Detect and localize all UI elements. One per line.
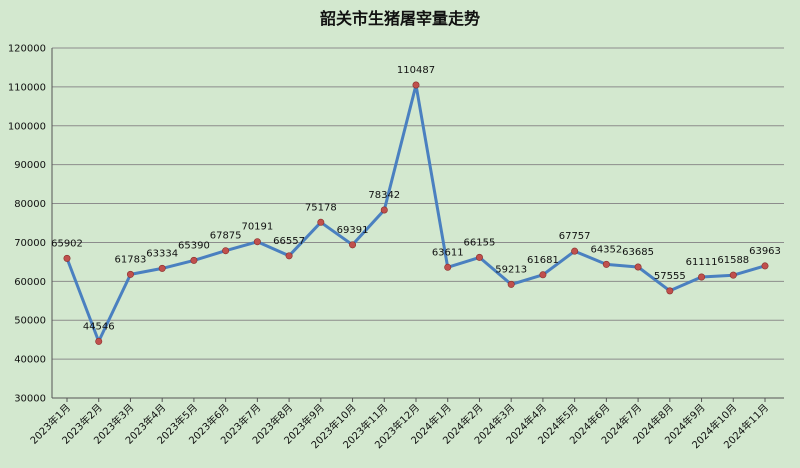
data-point xyxy=(222,247,230,255)
data-label: 110487 xyxy=(397,65,435,76)
y-tick-label: 60000 xyxy=(14,277,46,288)
data-point xyxy=(380,206,388,214)
data-label: 66557 xyxy=(273,236,305,247)
chart-title: 韶关市生猪屠宰量走势 xyxy=(320,9,480,28)
data-label: 64352 xyxy=(590,244,622,255)
data-label: 66155 xyxy=(464,237,496,248)
data-label: 61588 xyxy=(717,255,749,266)
data-label: 61681 xyxy=(527,255,559,266)
data-label: 78342 xyxy=(368,190,400,201)
data-point xyxy=(475,253,483,261)
data-point xyxy=(761,262,769,270)
data-point xyxy=(63,254,71,262)
y-tick-label: 100000 xyxy=(8,121,46,132)
data-point xyxy=(317,218,325,226)
data-point xyxy=(507,280,515,288)
data-label: 44546 xyxy=(83,321,115,332)
data-point xyxy=(729,271,737,279)
y-tick-labels: 30000 40000 50000 60000 70000 80000 90000 10000… xyxy=(8,44,46,405)
data-label: 61783 xyxy=(115,254,147,265)
data-label: 63963 xyxy=(749,246,781,257)
data-label: 61111 xyxy=(686,257,718,268)
axes xyxy=(51,48,784,402)
data-label: 65902 xyxy=(51,238,83,249)
data-label: 70191 xyxy=(241,222,273,233)
data-point xyxy=(126,270,134,278)
y-tick-label: 110000 xyxy=(8,82,46,93)
data-point xyxy=(412,81,420,89)
data-label: 75178 xyxy=(305,202,337,213)
series-line-path xyxy=(65,83,766,343)
data-label: 65390 xyxy=(178,240,210,251)
data-point xyxy=(602,260,610,268)
data-point xyxy=(95,337,103,345)
data-label: 63685 xyxy=(622,247,654,258)
data-label: 67875 xyxy=(210,231,242,242)
data-markers xyxy=(63,81,769,345)
data-point xyxy=(253,238,261,246)
data-point xyxy=(158,264,166,272)
data-point xyxy=(190,256,198,264)
data-label: 63334 xyxy=(146,248,178,259)
data-label: 59213 xyxy=(495,264,527,275)
data-labels: 65902 44546 617836333465390678757019166557… xyxy=(51,65,781,332)
data-point xyxy=(634,263,642,271)
data-point xyxy=(698,273,706,281)
y-tick-label: 70000 xyxy=(14,238,46,249)
data-point xyxy=(571,247,579,255)
data-label: 67757 xyxy=(559,231,591,242)
data-point xyxy=(285,252,293,260)
y-tick-label: 90000 xyxy=(14,160,46,171)
y-tick-label: 80000 xyxy=(14,199,46,210)
x-tick-labels: 2023年1月2023年2月2023年3月2023年4月2023年5月2023年… xyxy=(27,401,771,451)
y-tick-label: 50000 xyxy=(14,316,46,327)
data-point xyxy=(666,287,674,295)
data-point xyxy=(539,271,547,279)
series-line xyxy=(65,83,766,343)
data-label: 63611 xyxy=(432,247,464,258)
y-tick-label: 120000 xyxy=(8,44,46,55)
y-tick-label: 40000 xyxy=(14,355,46,366)
y-tick-label: 30000 xyxy=(14,394,46,405)
data-point xyxy=(349,241,357,249)
data-label: 57555 xyxy=(654,271,686,282)
data-label: 69391 xyxy=(337,225,369,236)
data-point xyxy=(444,263,452,271)
